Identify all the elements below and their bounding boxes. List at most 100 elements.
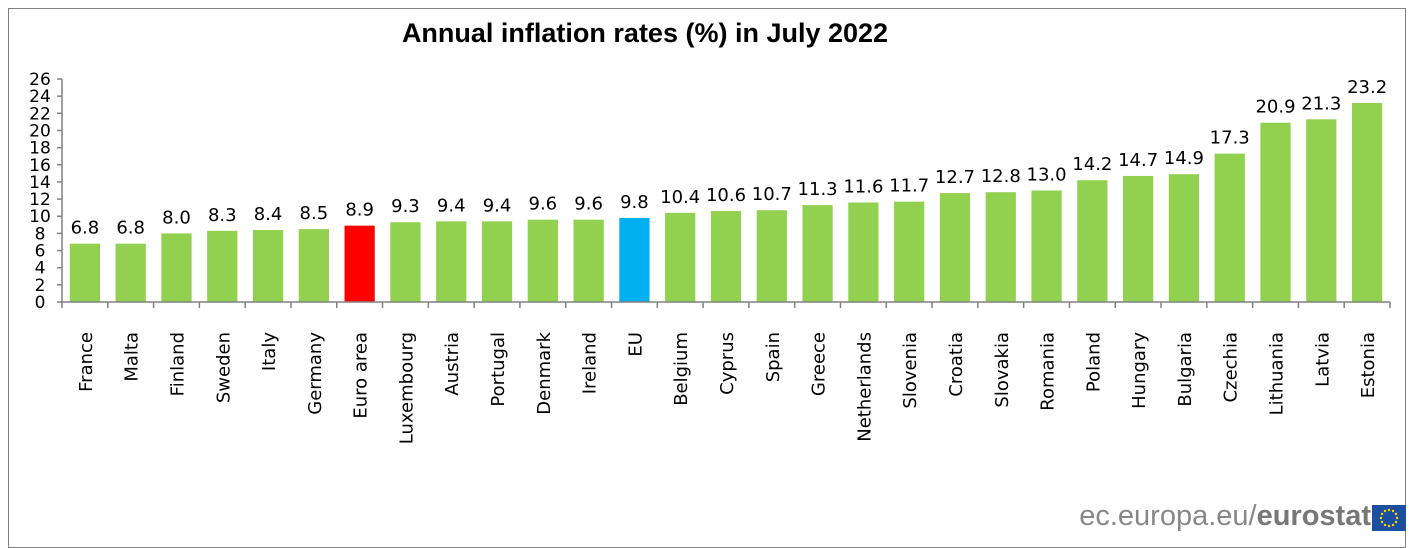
bar-value-label: 9.8 xyxy=(620,192,649,213)
bar xyxy=(481,221,513,302)
bar xyxy=(1123,175,1154,302)
category-label: Estonia xyxy=(1358,332,1379,398)
bar-value-label: 8.3 xyxy=(208,205,237,226)
bar-value-label: 10.6 xyxy=(706,185,746,206)
category-label: Romania xyxy=(1038,332,1059,411)
x-axis: France Malta Finland Sweden Italy Germany Euro… xyxy=(61,301,1391,444)
bar xyxy=(1077,180,1108,302)
bar-value-label: 12.8 xyxy=(981,166,1021,187)
y-tick-label: 14 xyxy=(29,173,51,193)
bar xyxy=(573,219,604,302)
y-tick-label: 12 xyxy=(29,190,51,210)
bar-value-label: 6.8 xyxy=(71,218,100,239)
bar-value-label: 14.7 xyxy=(1118,150,1158,171)
bar-value-label: 9.6 xyxy=(529,194,558,215)
bar-value-label: 11.6 xyxy=(843,177,883,198)
bar xyxy=(665,212,696,302)
category-label: Austria xyxy=(442,332,463,396)
bar-value-label: 17.3 xyxy=(1210,128,1250,149)
category-label: Greece xyxy=(809,332,830,396)
category-label: Italy xyxy=(259,332,280,371)
bar xyxy=(756,210,787,302)
category-label: EU xyxy=(625,332,646,357)
category-label: Hungary xyxy=(1129,332,1150,409)
bar xyxy=(1351,103,1383,302)
bar-value-label: 20.9 xyxy=(1255,97,1295,118)
bar-value-label: 8.5 xyxy=(300,203,329,224)
y-tick-label: 2 xyxy=(35,276,46,296)
bar-value-label: 14.2 xyxy=(1072,154,1112,175)
category-label: Latvia xyxy=(1312,332,1333,387)
bar xyxy=(69,243,101,302)
category-label: Finland xyxy=(167,332,188,396)
y-tick-label: 8 xyxy=(35,224,46,244)
bar xyxy=(298,229,329,302)
bar xyxy=(1031,190,1062,302)
y-tick-label: 20 xyxy=(29,121,51,141)
y-tick-label: 10 xyxy=(29,207,51,227)
bar xyxy=(985,192,1016,302)
bars xyxy=(69,103,1383,302)
bar xyxy=(344,225,375,302)
category-label: Cyprus xyxy=(717,332,738,395)
category-label: Croatia xyxy=(946,332,967,397)
bar xyxy=(252,229,284,302)
category-label: Malta xyxy=(122,332,143,382)
y-tick-label: 26 xyxy=(29,70,51,90)
y-tick-label: 4 xyxy=(35,259,46,279)
bar xyxy=(619,217,650,302)
bar-value-label: 6.8 xyxy=(116,218,145,239)
source-prefix: ec.europa.eu/ xyxy=(1079,500,1257,532)
category-label: Netherlands xyxy=(854,332,875,442)
bar xyxy=(1260,122,1291,302)
y-tick-label: 6 xyxy=(35,242,46,262)
bar-value-label: 10.7 xyxy=(752,184,792,205)
category-label: Sweden xyxy=(213,332,234,403)
bar xyxy=(894,201,925,302)
bar-value-label: 8.0 xyxy=(162,207,191,228)
bar-value-label: 23.2 xyxy=(1347,77,1387,98)
category-label: Ireland xyxy=(580,332,601,394)
bar xyxy=(710,211,742,302)
y-tick-label: 22 xyxy=(29,104,51,124)
bar-value-label: 9.4 xyxy=(437,195,466,216)
source-credit: ec.europa.eu/eurostat xyxy=(1079,500,1371,533)
category-label: Euro area xyxy=(351,332,372,419)
bar xyxy=(527,219,558,302)
bar-value-label: 13.0 xyxy=(1027,165,1067,186)
chart-title: Annual inflation rates (%) in July 2022 xyxy=(401,18,889,48)
bar-value-label: 11.7 xyxy=(889,176,929,197)
category-label: Portugal xyxy=(488,332,509,407)
category-label: Germany xyxy=(305,332,326,415)
category-label: Lithuania xyxy=(1267,332,1288,415)
y-tick-label: 24 xyxy=(29,87,51,107)
bar-value-label: 8.9 xyxy=(345,200,374,221)
bar xyxy=(115,243,146,302)
category-label: Poland xyxy=(1083,332,1104,392)
category-label: Belgium xyxy=(671,332,692,406)
bar-value-label: 10.4 xyxy=(660,187,700,208)
category-label: Luxembourg xyxy=(396,332,417,444)
eu-flag-icon xyxy=(1372,505,1406,531)
category-label: Denmark xyxy=(534,331,555,414)
bar xyxy=(1214,153,1245,302)
bar-value-label: 9.4 xyxy=(483,195,512,216)
bar xyxy=(390,222,421,302)
bar-value-label: 9.3 xyxy=(391,196,420,217)
bar xyxy=(1168,174,1200,302)
y-tick-label: 0 xyxy=(35,293,46,313)
category-label: Bulgaria xyxy=(1175,332,1196,407)
bar-value-label: 8.4 xyxy=(254,204,283,225)
source-brand: eurostat xyxy=(1256,500,1371,532)
bar-value-label: 21.3 xyxy=(1301,93,1341,114)
category-label: Slovakia xyxy=(992,332,1013,408)
bar-value-label: 9.6 xyxy=(574,194,603,215)
y-tick-label: 18 xyxy=(29,139,51,159)
bar-value-label: 11.3 xyxy=(798,179,838,200)
category-label: France xyxy=(76,332,97,392)
value-labels: 6.8 6.8 8.0 8.3 8.4 8.5 8.9 9.3 9.4 9.4 9.6 9.6 9.8 1… xyxy=(71,77,1388,239)
bar xyxy=(436,221,467,302)
bar-value-label: 14.9 xyxy=(1164,148,1204,169)
